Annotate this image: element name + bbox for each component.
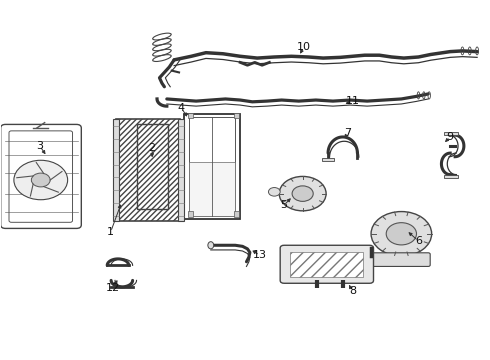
Bar (234, 113, 239, 118)
Bar (188, 113, 193, 118)
Text: 2: 2 (148, 143, 156, 153)
Bar (177, 119, 184, 221)
FancyBboxPatch shape (372, 253, 430, 266)
Bar (188, 211, 193, 217)
FancyBboxPatch shape (280, 245, 373, 283)
Circle shape (14, 160, 68, 200)
Bar (184, 114, 240, 220)
Bar (189, 117, 235, 216)
Bar (444, 175, 458, 178)
Text: 1: 1 (107, 227, 114, 237)
Circle shape (371, 212, 432, 256)
Bar (138, 125, 167, 209)
Bar (137, 124, 168, 210)
Text: 7: 7 (344, 129, 351, 138)
Text: 5: 5 (281, 200, 288, 210)
Text: 6: 6 (415, 236, 422, 246)
Circle shape (386, 223, 416, 245)
Text: 9: 9 (447, 132, 454, 142)
Bar (290, 252, 363, 277)
Bar (189, 162, 235, 216)
Bar (234, 211, 239, 217)
Text: 3: 3 (36, 141, 43, 151)
Text: 12: 12 (106, 283, 120, 293)
FancyBboxPatch shape (0, 125, 81, 228)
Text: 8: 8 (349, 286, 356, 296)
Text: 10: 10 (296, 42, 311, 52)
Circle shape (31, 173, 50, 187)
Circle shape (269, 188, 280, 196)
Circle shape (292, 186, 313, 201)
Bar (117, 119, 180, 221)
Bar (444, 132, 458, 135)
Bar (322, 158, 334, 161)
Text: 4: 4 (178, 103, 185, 113)
Circle shape (279, 176, 326, 211)
Ellipse shape (208, 242, 214, 249)
Text: 13: 13 (253, 250, 267, 260)
Bar (113, 119, 120, 221)
Text: 11: 11 (345, 96, 360, 106)
